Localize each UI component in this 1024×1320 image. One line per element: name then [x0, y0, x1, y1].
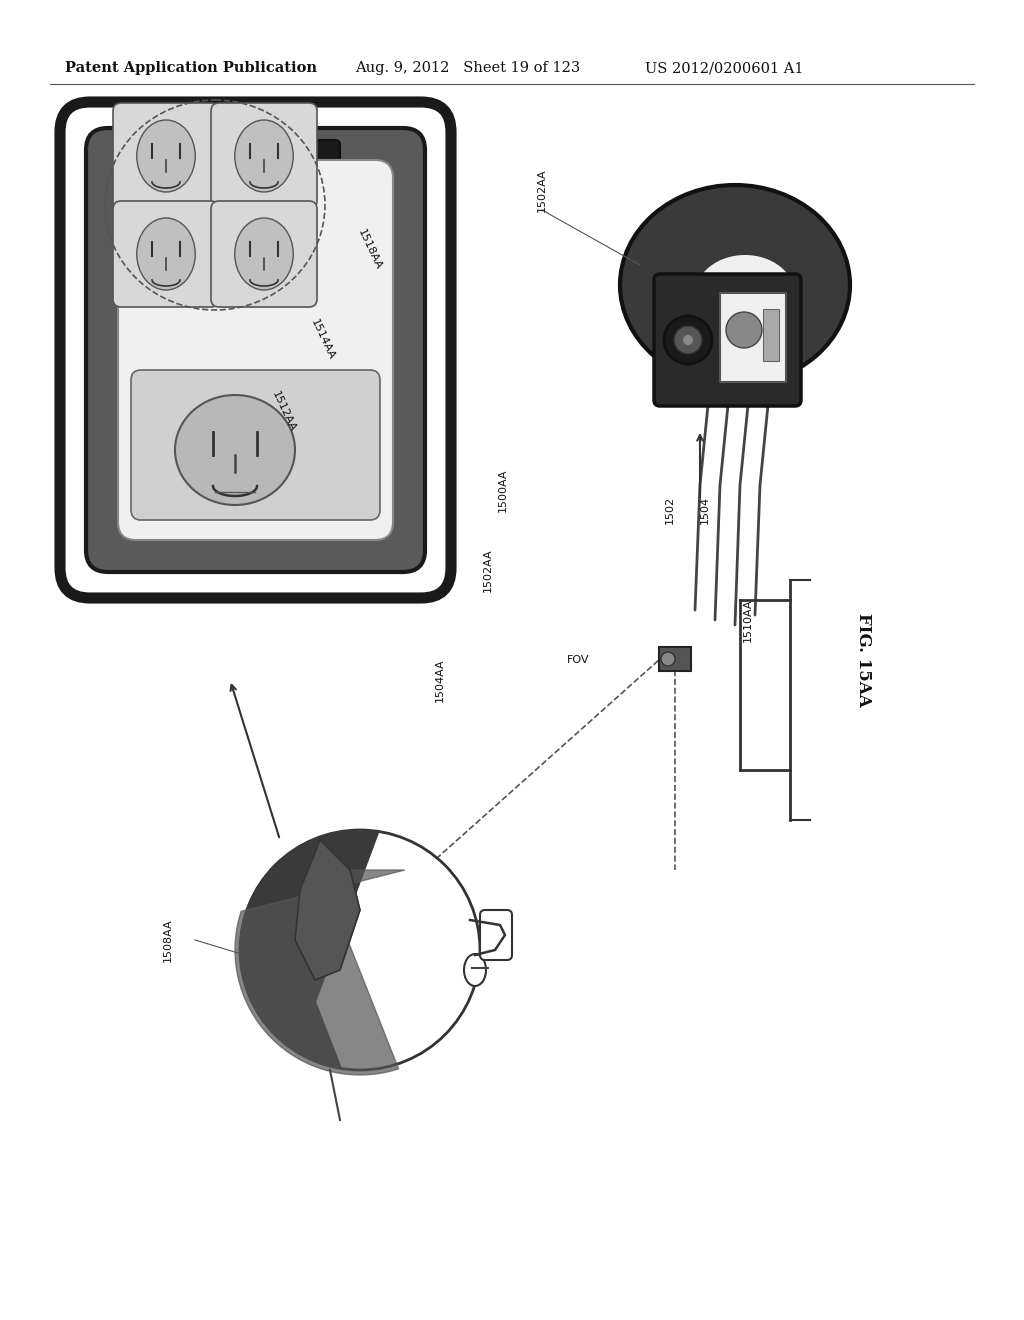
Text: Patent Application Publication: Patent Application Publication	[65, 61, 317, 75]
Ellipse shape	[695, 255, 795, 335]
Text: 1512AA: 1512AA	[270, 391, 298, 434]
Ellipse shape	[234, 218, 293, 290]
FancyBboxPatch shape	[86, 128, 425, 572]
FancyBboxPatch shape	[113, 103, 219, 209]
FancyBboxPatch shape	[659, 647, 691, 671]
Text: 1502AA: 1502AA	[483, 548, 493, 591]
Circle shape	[240, 830, 480, 1071]
Text: 1508AA: 1508AA	[163, 919, 173, 962]
Polygon shape	[234, 870, 406, 1074]
Text: Aug. 9, 2012   Sheet 19 of 123: Aug. 9, 2012 Sheet 19 of 123	[355, 61, 581, 75]
FancyBboxPatch shape	[720, 293, 786, 381]
Circle shape	[683, 335, 693, 345]
FancyBboxPatch shape	[654, 275, 801, 407]
FancyBboxPatch shape	[170, 140, 340, 178]
FancyBboxPatch shape	[763, 309, 779, 360]
Text: 1504AA: 1504AA	[435, 659, 445, 702]
Text: 1502: 1502	[665, 496, 675, 524]
Ellipse shape	[234, 120, 293, 191]
FancyBboxPatch shape	[211, 201, 317, 308]
Circle shape	[664, 315, 712, 364]
Text: 1510AA: 1510AA	[743, 598, 753, 642]
Text: FIG. 15AA: FIG. 15AA	[855, 612, 872, 708]
FancyBboxPatch shape	[480, 909, 512, 960]
Text: 1504: 1504	[700, 496, 710, 524]
Polygon shape	[240, 830, 379, 1068]
Polygon shape	[295, 840, 360, 979]
FancyBboxPatch shape	[118, 160, 393, 540]
FancyBboxPatch shape	[113, 201, 219, 308]
FancyBboxPatch shape	[211, 103, 317, 209]
Circle shape	[726, 312, 762, 348]
Text: 1518AA: 1518AA	[356, 228, 384, 272]
Ellipse shape	[137, 218, 196, 290]
Circle shape	[674, 326, 702, 354]
Text: 1500AA: 1500AA	[498, 469, 508, 512]
Circle shape	[662, 652, 675, 667]
Text: FOV: FOV	[566, 655, 589, 665]
Text: US 2012/0200601 A1: US 2012/0200601 A1	[645, 61, 804, 75]
Ellipse shape	[620, 185, 850, 385]
Ellipse shape	[464, 954, 486, 986]
Ellipse shape	[175, 395, 295, 506]
Ellipse shape	[137, 120, 196, 191]
Text: 1502AA: 1502AA	[537, 168, 547, 211]
FancyBboxPatch shape	[131, 370, 380, 520]
Text: 1514AA: 1514AA	[309, 318, 337, 362]
